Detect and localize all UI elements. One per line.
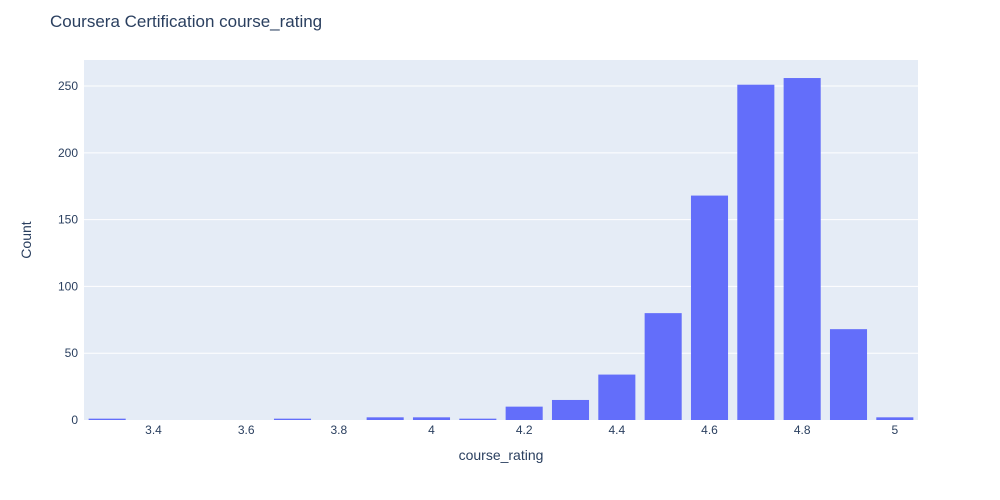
x-tick-label: 3.6 (238, 423, 255, 437)
x-tick-label: 4.2 (516, 423, 533, 437)
x-tick-label: 5 (891, 423, 898, 437)
x-axis-ticks: 3.4 3.6 3.8 4 4.2 4.4 4.6 4.8 5 (145, 423, 898, 437)
y-tick-label: 150 (58, 213, 78, 227)
bar[interactable] (876, 417, 914, 420)
x-tick-label: 3.4 (145, 423, 162, 437)
bar[interactable] (366, 417, 404, 420)
bar[interactable] (829, 329, 868, 420)
bar[interactable] (88, 418, 126, 420)
x-tick-label: 3.8 (330, 423, 347, 437)
y-tick-label: 250 (58, 79, 78, 93)
bar[interactable] (551, 399, 590, 420)
bar[interactable] (412, 417, 451, 420)
bar[interactable] (273, 418, 312, 420)
y-axis-ticks: 0 50 100 150 200 250 (58, 79, 78, 427)
bars (88, 78, 914, 421)
bar[interactable] (690, 195, 729, 420)
chart-title: Coursera Certification course_rating (50, 12, 323, 31)
plot-background (84, 60, 918, 420)
x-tick-label: 4 (428, 423, 435, 437)
x-axis-title: course_rating (459, 447, 544, 463)
y-tick-label: 0 (71, 413, 78, 427)
grid-lines (84, 85, 918, 354)
y-tick-label: 100 (58, 279, 78, 293)
bar[interactable] (783, 78, 821, 421)
x-tick-label: 4.6 (701, 423, 718, 437)
bar[interactable] (598, 374, 636, 420)
bar[interactable] (737, 84, 775, 420)
x-tick-label: 4.8 (794, 423, 811, 437)
bar[interactable] (459, 418, 497, 420)
y-tick-label: 50 (65, 346, 79, 360)
bar[interactable] (644, 313, 682, 420)
y-tick-label: 200 (58, 146, 78, 160)
y-axis-title: Count (18, 221, 34, 258)
bar[interactable] (505, 406, 543, 420)
x-tick-label: 4.4 (608, 423, 625, 437)
